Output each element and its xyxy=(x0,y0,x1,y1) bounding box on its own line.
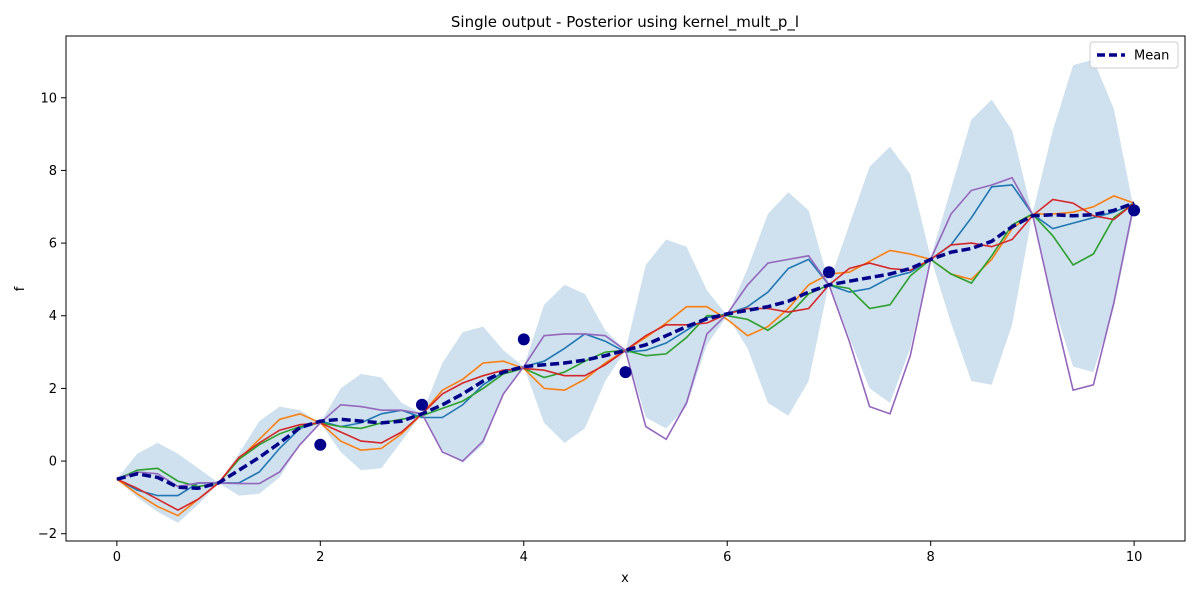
sample-line-5 xyxy=(116,176,1135,488)
x-tick-label: 10 xyxy=(1126,550,1143,565)
plot-area xyxy=(116,59,1141,523)
observation-point xyxy=(517,333,530,346)
axis-ticks: 0 2 4 6 8 10 −2 0 2 4 6 8 10 xyxy=(38,91,1143,565)
x-tick-label: 8 xyxy=(927,550,935,565)
observation-point xyxy=(823,266,835,279)
y-tick-label: 6 xyxy=(49,237,57,252)
observation-point xyxy=(619,366,632,379)
x-tick-label: 2 xyxy=(316,550,324,565)
observation-point xyxy=(1128,204,1141,217)
y-axis-label: f xyxy=(13,286,28,291)
legend-mean-label: Mean xyxy=(1134,49,1169,64)
confidence-band xyxy=(116,59,1135,523)
y-tick-label: 2 xyxy=(49,382,57,397)
legend: Mean xyxy=(1089,41,1179,69)
x-tick-label: 0 xyxy=(113,550,121,565)
observation-point xyxy=(416,398,428,411)
y-tick-label: 4 xyxy=(49,309,57,324)
chart-title: Single output - Posterior using kernel_m… xyxy=(451,13,799,32)
x-axis-label: x xyxy=(621,571,629,586)
y-tick-label: −2 xyxy=(38,527,57,542)
mean-line xyxy=(116,201,1135,491)
y-tick-label: 8 xyxy=(49,164,57,179)
axes-frame xyxy=(65,35,1186,542)
legend-box xyxy=(1089,41,1179,69)
x-tick-label: 4 xyxy=(520,550,528,565)
observation-point xyxy=(314,438,327,451)
y-tick-label: 0 xyxy=(49,455,57,470)
x-tick-label: 6 xyxy=(723,550,731,565)
y-tick-label: 10 xyxy=(40,91,57,106)
